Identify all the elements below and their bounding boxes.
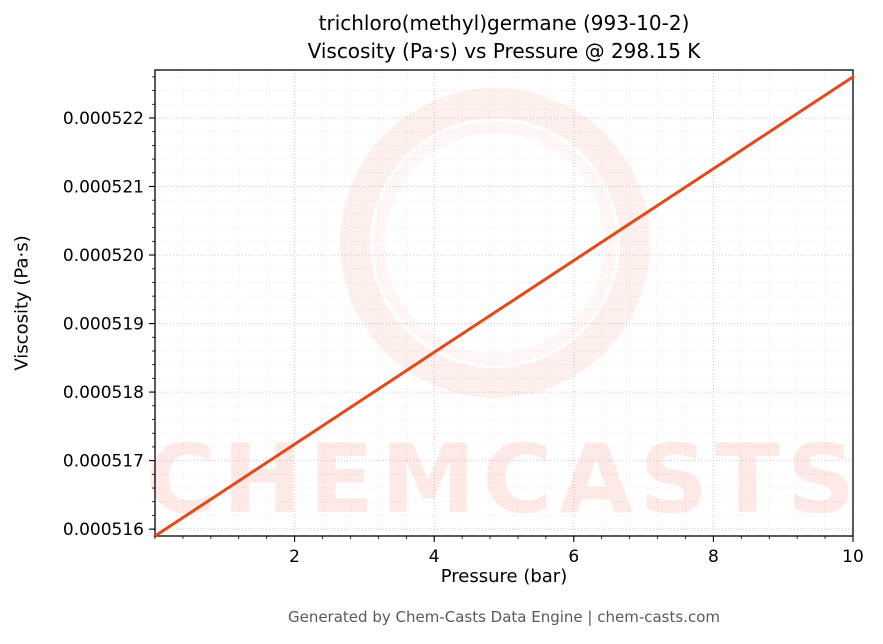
- footer-text: Generated by Chem-Casts Data Engine | ch…: [287, 608, 721, 626]
- y-tick-label: 0.000516: [63, 520, 144, 540]
- chart-title: trichloro(methyl)germane (993-10-2) Visc…: [155, 9, 853, 65]
- x-axis-label: Pressure (bar): [440, 566, 568, 587]
- y-tick-label: 0.000518: [63, 383, 144, 403]
- data-line-viscosity: [153, 75, 855, 538]
- plot-border: [154, 69, 854, 537]
- y-tick-label: 0.000517: [63, 452, 144, 472]
- watermark-text: CHEMCASTS: [146, 425, 863, 535]
- watermark-logo-ring: [340, 88, 650, 398]
- x-tick-label: 10: [842, 547, 864, 567]
- y-tick-label: 0.000522: [63, 109, 144, 129]
- x-tick-label: 8: [708, 547, 719, 567]
- y-tick-label: 0.000520: [63, 246, 144, 266]
- chart-title-line1: trichloro(methyl)germane (993-10-2): [318, 11, 690, 35]
- x-tick-label: 6: [568, 547, 579, 567]
- x-tick-label: 2: [289, 547, 300, 567]
- y-tick-label: 0.000521: [63, 178, 144, 198]
- y-tick-label: 0.000519: [63, 315, 144, 335]
- watermark-logo-inner-ring: [373, 121, 617, 365]
- chart-title-line2: Viscosity (Pa·s) vs Pressure @ 298.15 K: [307, 39, 701, 63]
- x-tick-label: 4: [429, 547, 440, 567]
